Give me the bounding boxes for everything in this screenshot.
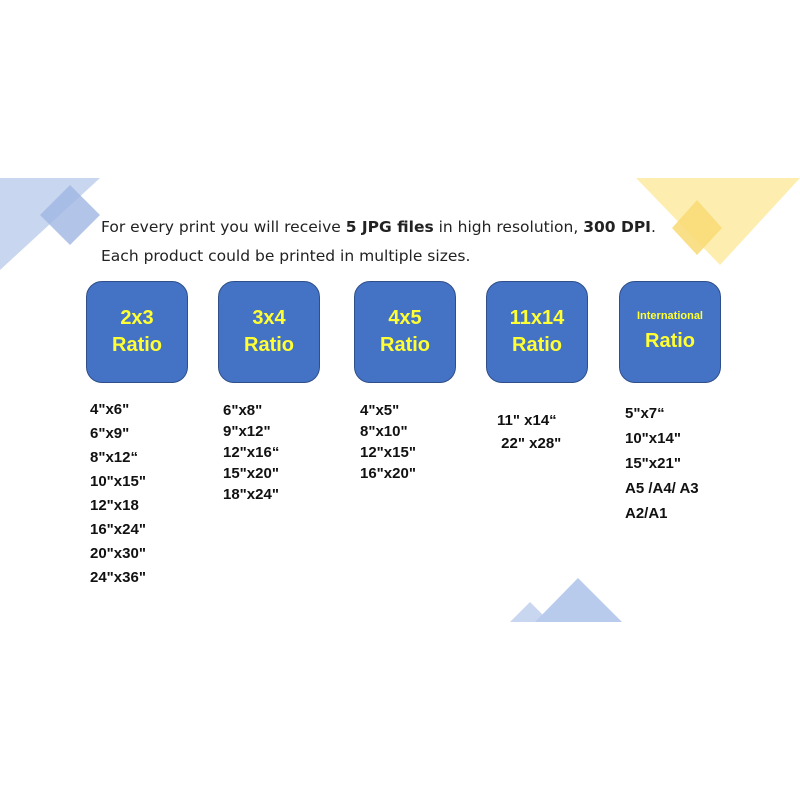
size-item: A2/A1 [625, 505, 668, 522]
size-list-2: 4"x5" 8"x10" 12"x15" 16"x20" [360, 400, 416, 484]
size-item: 12"x16“ [223, 444, 280, 461]
size-item: 8"x10" [360, 423, 408, 440]
size-item: 22" x28" [497, 435, 562, 452]
size-item: 10"x15" [90, 473, 146, 490]
size-list-3: 11" x14“ 22" x28" [497, 409, 561, 455]
ratio-word: Ratio [244, 334, 294, 356]
size-list-0: 4"x6" 6"x9" 8"x12“ 10"x15" 12"x18 16"x24" 20"x… [90, 398, 146, 590]
ratio-box-2: 4x5 Ratio [354, 281, 456, 383]
deco-yellow-triangle-right [636, 178, 800, 265]
size-item: 16"x20" [360, 465, 416, 482]
size-item: 15"x21" [625, 455, 681, 472]
intro-text: in high resolution, [433, 218, 584, 236]
size-item: 18"x24" [223, 486, 279, 503]
size-item: 12"x18 [90, 497, 139, 514]
ratio-label: 4x5 [388, 307, 422, 329]
size-item: 20"x30" [90, 545, 146, 562]
intro-highlight-dpi: 300 DPI [583, 218, 651, 236]
size-list-1: 6"x8" 9"x12" 12"x16“ 15"x20" 18"x24" [223, 400, 279, 505]
size-item: 24"x36" [90, 569, 146, 586]
ratio-box-4: International Ratio [619, 281, 721, 383]
size-item: 6"x9" [90, 425, 130, 442]
size-item: A5 /A4/ A3 [625, 480, 699, 497]
size-item: 11" x14“ [497, 412, 557, 429]
ratio-word: Ratio [380, 334, 430, 356]
size-item: 15"x20" [223, 465, 279, 482]
intro-line-2: Each product could be printed in multipl… [101, 247, 471, 265]
ratio-label: 11x14 [509, 307, 565, 329]
ratio-word: Ratio [512, 334, 562, 356]
intro-line-1: For every print you will receive 5 JPG f… [101, 218, 656, 236]
size-item: 12"x15" [360, 444, 416, 461]
size-item: 5"x7“ [625, 405, 665, 422]
size-item: 9"x12" [223, 423, 271, 440]
size-list-4: 5"x7“ 10"x14" 15"x21" A5 /A4/ A3 A2/A1 [625, 401, 699, 526]
ratio-label: 2x3 [120, 307, 154, 329]
ratio-box-1: 3x4 Ratio [218, 281, 320, 383]
ratio-label: 3x4 [252, 307, 286, 329]
ratio-box-3: 11x14 Ratio [486, 281, 588, 383]
ratio-label: International [636, 310, 703, 323]
ratio-word: Ratio [112, 334, 162, 356]
deco-yellow-diamond-right [672, 200, 722, 255]
deco-blue-diamond-left [40, 185, 100, 245]
ratio-word: Ratio [645, 329, 695, 352]
intro-highlight-files: 5 JPG files [345, 218, 434, 236]
ratio-box-0: 2x3 Ratio [86, 281, 188, 383]
size-item: 8"x12“ [90, 449, 138, 466]
intro-text: For every print you will receive [101, 218, 346, 236]
size-item: 4"x6" [90, 401, 130, 418]
size-item: 6"x8" [223, 402, 263, 419]
deco-blue-triangle-bottom-2 [535, 578, 622, 622]
size-item: 10"x14" [625, 430, 681, 447]
size-item: 4"x5" [360, 402, 400, 419]
intro-text: . [650, 218, 656, 236]
size-item: 16"x24" [90, 521, 146, 538]
